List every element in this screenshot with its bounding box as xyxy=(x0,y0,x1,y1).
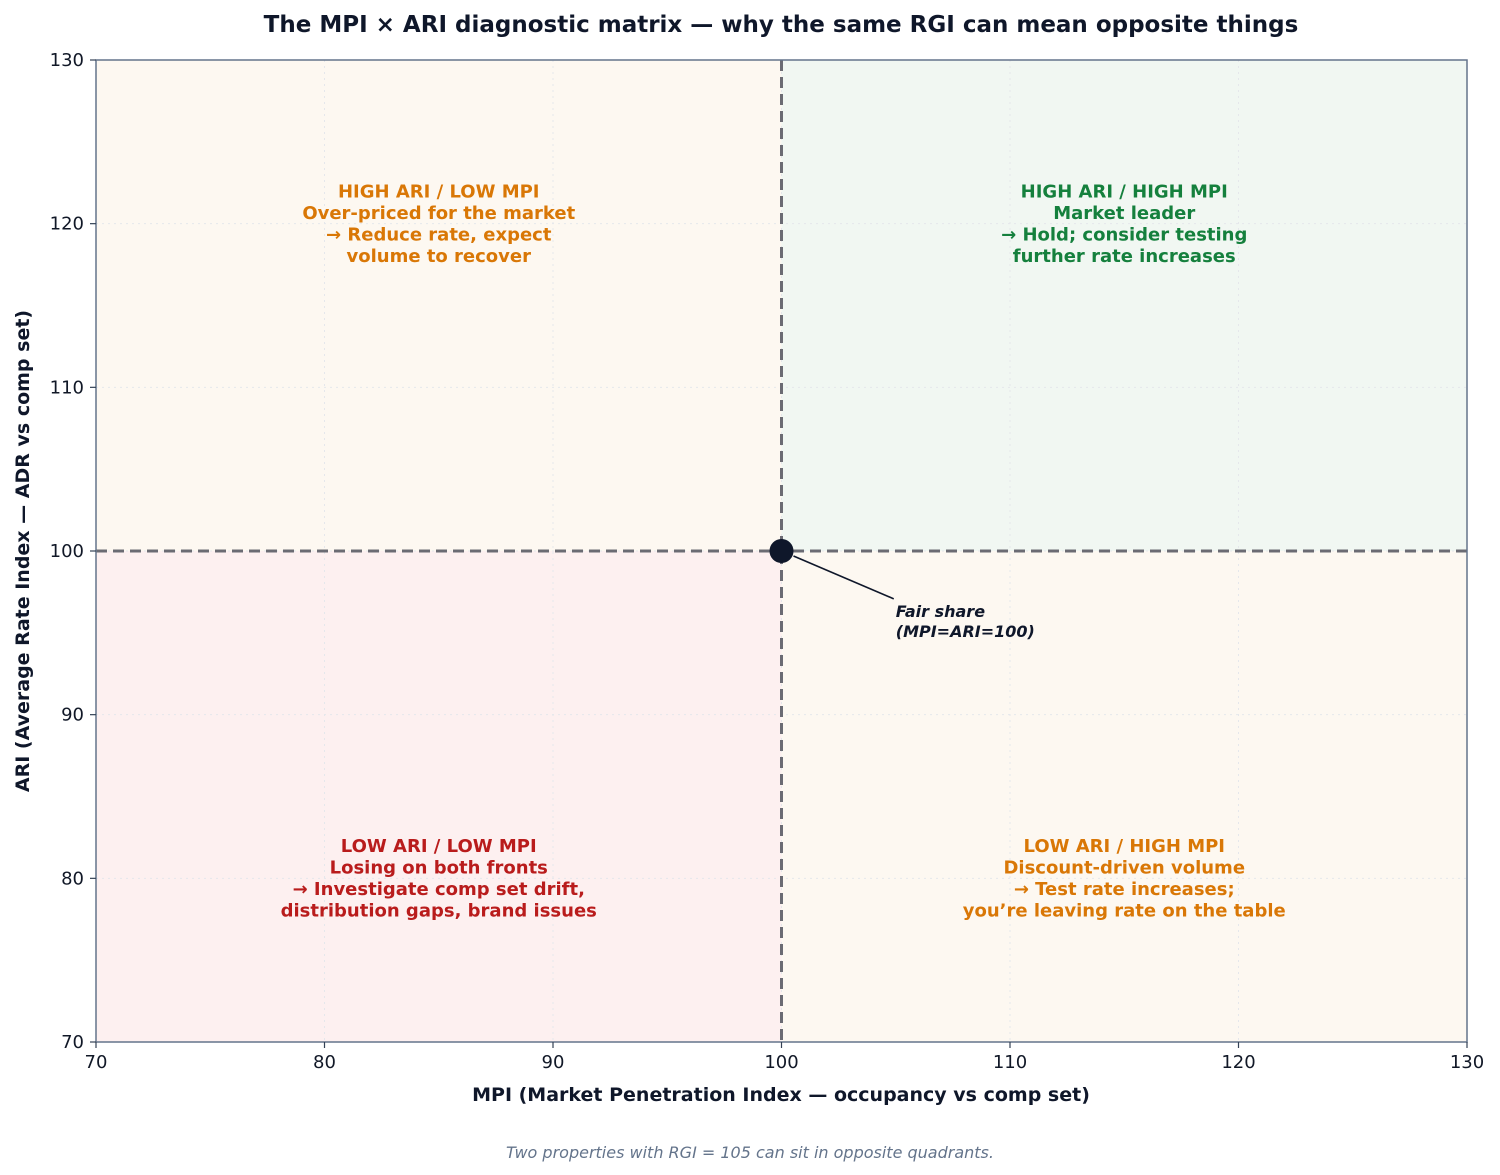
quadrant-fills xyxy=(96,60,1467,1042)
quadrant-label-line: Market leader xyxy=(1053,203,1195,224)
annotation-text: Fair share (MPI=ARI=100) xyxy=(896,602,1035,641)
quadrant-label-low-ari-high-mpi: LOW ARI / HIGH MPI Discount-driven volume… xyxy=(963,836,1286,922)
quadrant-label-line: → Investigate comp set drift, xyxy=(293,879,585,900)
quadrant-label-line: you’re leaving rate on the table xyxy=(963,901,1286,922)
quadrant-fill-high-ari-low-mpi xyxy=(96,60,782,551)
x-tick-label-6: 130 xyxy=(1450,1052,1484,1073)
y-tick-label-2: 90 xyxy=(61,705,84,726)
quadrant-fill-low-ari-low-mpi xyxy=(96,551,782,1042)
quadrant-label-line: LOW ARI / LOW MPI xyxy=(341,836,537,857)
quadrant-label-line: → Test rate increases; xyxy=(1014,879,1235,900)
chart-title: The MPI × ARI diagnostic matrix — why th… xyxy=(264,12,1299,38)
quadrant-labels: HIGH ARI / LOW MPI Over-priced for the ma… xyxy=(281,181,1286,921)
quadrant-fill-high-ari-high-mpi xyxy=(781,60,1467,551)
quadrant-label-line: volume to recover xyxy=(347,246,532,267)
x-tick-label-2: 90 xyxy=(542,1052,565,1073)
x-tick-label-1: 80 xyxy=(313,1052,336,1073)
quadrant-label-line: → Hold; consider testing xyxy=(1001,224,1247,245)
quadrant-fill-low-ari-high-mpi xyxy=(781,551,1467,1042)
quadrant-label-line: HIGH ARI / LOW MPI xyxy=(338,181,540,202)
y-tick-label-5: 120 xyxy=(50,214,84,235)
quadrant-label-line: Discount-driven volume xyxy=(1003,858,1245,879)
x-tick-label-3: 100 xyxy=(764,1052,798,1073)
quadrant-label-line: HIGH ARI / HIGH MPI xyxy=(1021,181,1228,202)
annotation-arrow xyxy=(793,555,895,600)
x-tick-label-4: 110 xyxy=(993,1052,1027,1073)
quadrant-label-line: further rate increases xyxy=(1013,246,1236,267)
y-tick-label-6: 130 xyxy=(50,50,84,71)
axis-ticks: 70 80 90 100 110 120 130 70 80 90 100 110 120 130 xyxy=(50,50,1485,1073)
y-axis-label: ARI (Average Rate Index — ADR vs comp se… xyxy=(12,310,34,792)
data-points xyxy=(769,539,794,563)
quadrant-label-high-ari-low-mpi: HIGH ARI / LOW MPI Over-priced for the ma… xyxy=(302,181,575,266)
annotation-group: Fair share (MPI=ARI=100) xyxy=(793,555,1035,641)
quadrant-label-line: → Reduce rate, expect xyxy=(326,224,552,245)
y-tick-label-0: 70 xyxy=(61,1032,84,1053)
quadrant-label-line: Losing on both fronts xyxy=(330,858,548,879)
x-axis-label: MPI (Market Penetration Index — occupanc… xyxy=(472,1084,1090,1106)
y-tick-label-1: 80 xyxy=(61,868,84,889)
annotation-line: Fair share xyxy=(896,602,985,621)
y-tick-label-3: 100 xyxy=(50,541,84,562)
fair-share-point-0 xyxy=(769,539,794,563)
y-tick-label-4: 110 xyxy=(50,377,84,398)
quadrant-label-line: LOW ARI / HIGH MPI xyxy=(1023,836,1225,857)
quadrant-label-line: Over-priced for the market xyxy=(302,203,575,224)
x-tick-label-0: 70 xyxy=(85,1052,108,1073)
quadrant-label-high-ari-high-mpi: HIGH ARI / HIGH MPI Market leader → Hold; … xyxy=(1001,181,1247,266)
x-tick-label-5: 120 xyxy=(1221,1052,1255,1073)
footnote: Two properties with RGI = 105 can sit in… xyxy=(506,1143,994,1162)
annotation-line: (MPI=ARI=100) xyxy=(896,622,1035,641)
quadrant-label-low-ari-low-mpi: LOW ARI / LOW MPI Losing on both fronts → … xyxy=(281,836,597,922)
quadrant-label-line: distribution gaps, brand issues xyxy=(281,901,597,922)
